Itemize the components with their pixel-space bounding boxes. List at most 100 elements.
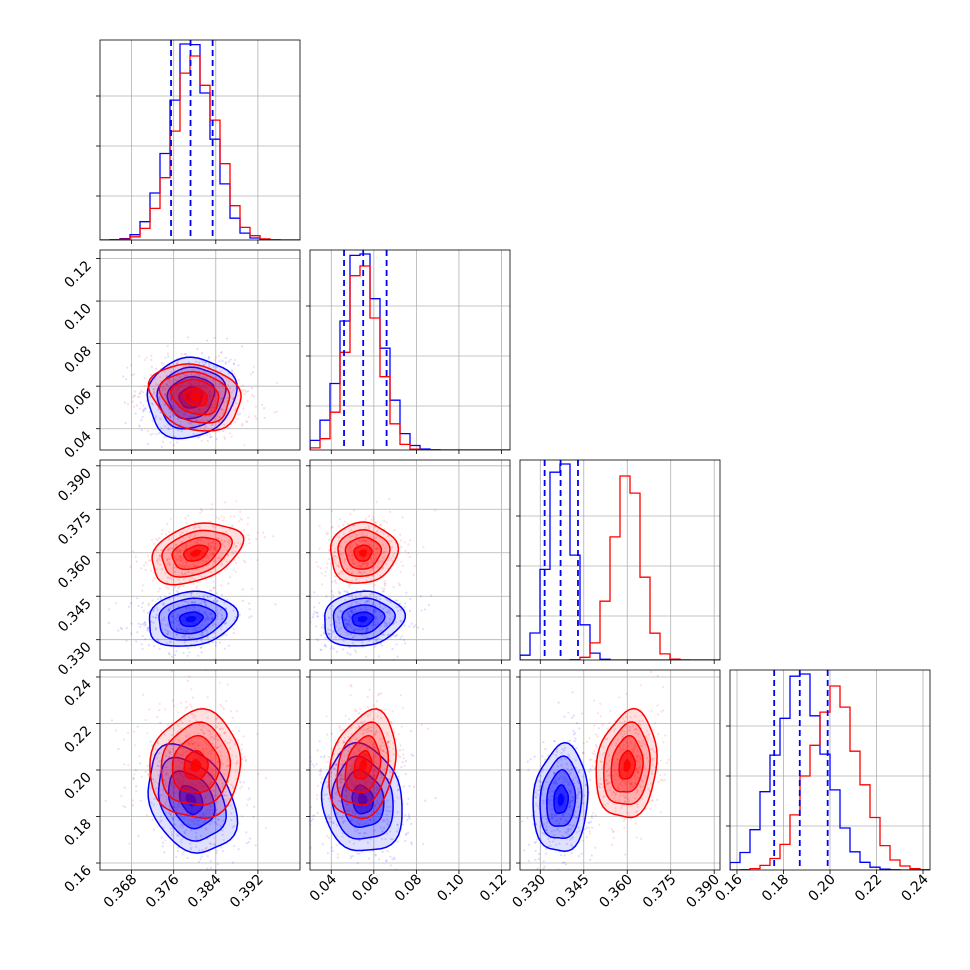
sample-point: [158, 752, 161, 755]
sample-point: [176, 614, 179, 617]
sample-point: [167, 427, 170, 430]
sample-point: [195, 585, 198, 588]
sample-point: [371, 768, 374, 772]
sample-point: [234, 375, 237, 378]
sample-point: [184, 352, 187, 356]
sample-point: [188, 384, 191, 387]
sample-point: [372, 612, 375, 615]
sample-point: [199, 434, 202, 437]
sample-point: [610, 843, 613, 847]
sample-point: [166, 559, 169, 562]
sample-point: [333, 767, 336, 770]
sample-point: [196, 798, 199, 802]
sample-point: [356, 533, 359, 537]
sample-point: [233, 550, 236, 553]
sample-point: [318, 740, 321, 743]
sample-point: [194, 411, 197, 414]
sample-point: [186, 628, 189, 631]
sample-point: [160, 361, 163, 364]
sample-point: [197, 794, 200, 797]
sample-point: [222, 429, 225, 433]
sample-point: [366, 746, 369, 749]
panel-3-2: [516, 669, 721, 874]
sample-point: [184, 634, 187, 637]
sample-point: [223, 540, 226, 543]
sample-point: [363, 601, 366, 604]
sample-point: [367, 744, 371, 748]
sample-point: [373, 743, 376, 746]
sample-point: [303, 842, 305, 844]
sample-point: [166, 383, 169, 386]
sample-point: [373, 748, 376, 751]
sample-point: [403, 638, 406, 642]
sample-point: [216, 863, 219, 866]
sample-point: [166, 630, 169, 633]
sample-point: [186, 857, 189, 860]
sample-point: [577, 771, 581, 774]
sample-point: [254, 844, 257, 847]
sample-point: [256, 531, 259, 534]
sample-point: [114, 729, 117, 732]
sample-point: [350, 610, 353, 613]
sample-point: [583, 794, 586, 797]
sample-point: [161, 793, 164, 797]
sample-point: [365, 805, 368, 809]
sample-point: [371, 745, 374, 748]
sample-point: [212, 553, 215, 556]
sample-point: [340, 774, 343, 777]
sample-point: [400, 765, 403, 769]
sample-point: [396, 811, 399, 814]
sample-point: [198, 408, 201, 411]
sample-point: [193, 418, 196, 421]
sample-point: [197, 384, 200, 387]
sample-point: [384, 837, 387, 841]
sample-point: [358, 852, 361, 856]
sample-point: [376, 551, 379, 554]
sample-point: [209, 782, 213, 786]
sample-point: [212, 789, 215, 793]
sample-point: [319, 634, 322, 637]
sample-point: [342, 741, 345, 744]
sample-point: [183, 635, 186, 638]
sample-point: [338, 799, 341, 803]
sample-point: [175, 616, 179, 619]
sample-point: [570, 769, 573, 772]
sample-point: [542, 788, 545, 791]
sample-point: [174, 617, 177, 620]
sample-point: [213, 810, 216, 814]
sample-point: [214, 356, 217, 359]
sample-point: [185, 522, 188, 525]
sample-point: [153, 390, 156, 393]
sample-point: [224, 790, 227, 793]
sample-point: [378, 816, 381, 820]
sample-point: [637, 776, 640, 779]
sample-point: [319, 567, 323, 570]
sample-point: [201, 849, 204, 852]
sample-point: [182, 604, 185, 607]
sample-point: [375, 500, 378, 503]
sample-point: [195, 640, 198, 643]
sample-point: [364, 595, 367, 598]
sample-point: [206, 596, 209, 599]
sample-point: [338, 823, 342, 826]
sample-point: [200, 624, 204, 627]
sample-point: [330, 771, 333, 774]
sample-point: [147, 627, 150, 630]
sample-point: [358, 743, 361, 747]
sample-point: [183, 817, 186, 820]
sample-point: [656, 713, 660, 716]
sample-point: [396, 599, 399, 602]
sample-point: [149, 740, 152, 743]
sample-point: [224, 361, 227, 364]
sample-point: [165, 798, 168, 801]
sample-point: [345, 622, 348, 625]
sample-point: [234, 545, 237, 548]
sample-point: [348, 777, 351, 780]
sample-point: [224, 362, 227, 365]
sample-point: [204, 371, 207, 375]
sample-point: [219, 703, 222, 707]
sample-point: [340, 554, 343, 557]
sample-point: [353, 562, 356, 565]
sample-point: [180, 410, 183, 413]
sample-point: [154, 416, 157, 420]
